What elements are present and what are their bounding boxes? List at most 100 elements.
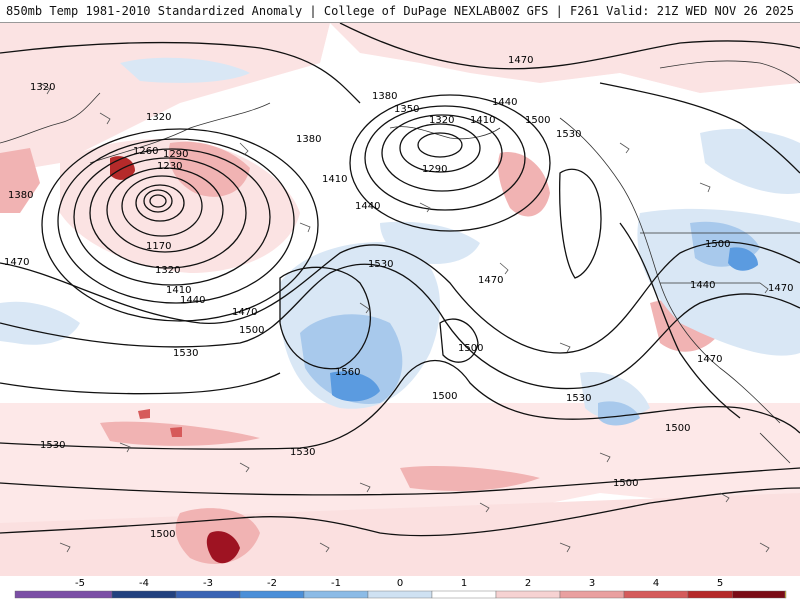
contour-line [279,266,372,370]
contour-line [339,22,800,70]
contour-line [599,82,800,174]
contour-label: 1260 [133,146,158,157]
contour-label: 1500 [432,391,457,402]
neg-anomaly-area [0,301,80,345]
wind-barb [59,542,71,553]
coastline [389,126,501,140]
wind-barb [239,462,250,473]
colorbar-tick-label: 0 [397,578,403,589]
contour-labels: 1320 1380 1470 1320 1260 1230 1290 1170 … [4,55,793,540]
wind-barb [359,302,370,314]
pos-anomaly-area [400,466,540,491]
colorbar-tick-label: -3 [203,578,213,589]
contour-line [57,138,295,304]
pos-anomaly-area [0,23,330,173]
wind-barb [119,442,131,453]
contour-line [619,222,741,419]
contour-label: 1320 [30,82,55,93]
anomaly-map: 1320 1380 1470 1320 1260 1230 1290 1170 … [0,22,800,576]
pos-anomaly-area [206,531,240,564]
wind-barb [559,342,571,353]
contour-line [381,114,503,192]
colorbar-swatch [111,590,177,599]
colorbar-tick-label: 1 [461,578,467,589]
colorbar-swatch [175,590,241,599]
contour-label: 1500 [150,529,175,540]
colorbar-swatch [303,590,369,599]
wind-barb [699,182,711,193]
run-info: 00Z GFS | F261 Valid: 21Z WED NOV 26 202… [497,4,794,18]
colorbar-swatch [431,590,497,599]
contour-label: 1470 [697,354,722,365]
colorbar-swatch [732,590,786,599]
colorbar-swatch [784,590,787,599]
wind-barbs [39,82,770,553]
contour-line [0,41,361,104]
contour-label: 1320 [146,112,171,123]
wind-barb [39,82,51,95]
pos-anomaly-area [0,148,40,213]
contour-label: 1410 [322,174,347,185]
height-contours [0,22,800,537]
pos-anomaly-area [138,409,150,419]
contour-label: 1440 [690,280,715,291]
contour-label: 1350 [394,104,419,115]
wind-barb [319,542,330,553]
map-svg: 1320 1380 1470 1320 1260 1230 1290 1170 … [0,22,800,576]
contour-label: 1530 [556,129,581,140]
colorbar-tick-label: 2 [525,578,531,589]
wind-barb [619,142,630,154]
wind-barb [359,482,371,493]
coastline [0,92,101,144]
colorbar-tick-label: -4 [139,578,149,589]
colorbar-swatch [495,590,561,599]
contour-label: 1530 [290,447,315,458]
contour-label: 1470 [508,55,533,66]
contour-line [149,194,167,208]
contour-label: 1380 [296,134,321,145]
contour-label: 1500 [239,325,264,336]
wind-barb [759,542,770,553]
colorbar-tick-label: -2 [267,578,277,589]
contour-label: 1560 [335,367,360,378]
colorbar-tick-label: 3 [589,578,595,589]
contour-label: 1530 [566,393,591,404]
contour-line [121,175,203,237]
contour-label: 1500 [458,343,483,354]
contour-line [0,360,800,450]
wind-barb [239,142,249,156]
contour-label: 1290 [163,149,188,160]
contour-line [41,128,319,322]
contour-label: 1320 [429,115,454,126]
contour-label: 1320 [155,265,180,276]
contour-label: 1530 [40,440,65,451]
neg-anomaly-area [330,371,380,402]
coastline [659,60,800,84]
pos-anomaly-area [330,23,800,93]
colorbar-ticks: -5 -4 -3 -2 -1 0 1 2 3 4 5 [75,578,723,589]
colorbar-swatch [623,590,689,599]
contour-label: 1500 [525,115,550,126]
neg-anomaly-area [700,128,800,194]
wind-barb [419,202,431,213]
colorbar-svg: -5 -4 -3 -2 -1 0 1 2 3 4 5 [14,578,787,599]
contour-line [0,263,800,390]
contour-line [73,148,271,286]
wind-barb [759,282,769,294]
contour-label: 1230 [157,161,182,172]
contour-line [143,189,173,213]
contour-line [417,132,463,158]
contour-line [349,94,551,232]
contour-line [439,318,479,363]
contour-label: 1530 [173,348,198,359]
neg-anomaly-area [300,314,403,404]
wind-barb [299,222,311,233]
colorbar-tick-label: 4 [653,578,659,589]
neg-anomaly-area [598,401,640,426]
colorbar: -5 -4 -3 -2 -1 0 1 2 3 4 5 [0,576,800,600]
neg-anomaly-area [728,247,758,271]
neg-anomaly-area [580,372,650,420]
wind-barb [719,492,730,503]
colorbar-swatch [687,590,733,599]
contour-label: 1470 [768,283,793,294]
